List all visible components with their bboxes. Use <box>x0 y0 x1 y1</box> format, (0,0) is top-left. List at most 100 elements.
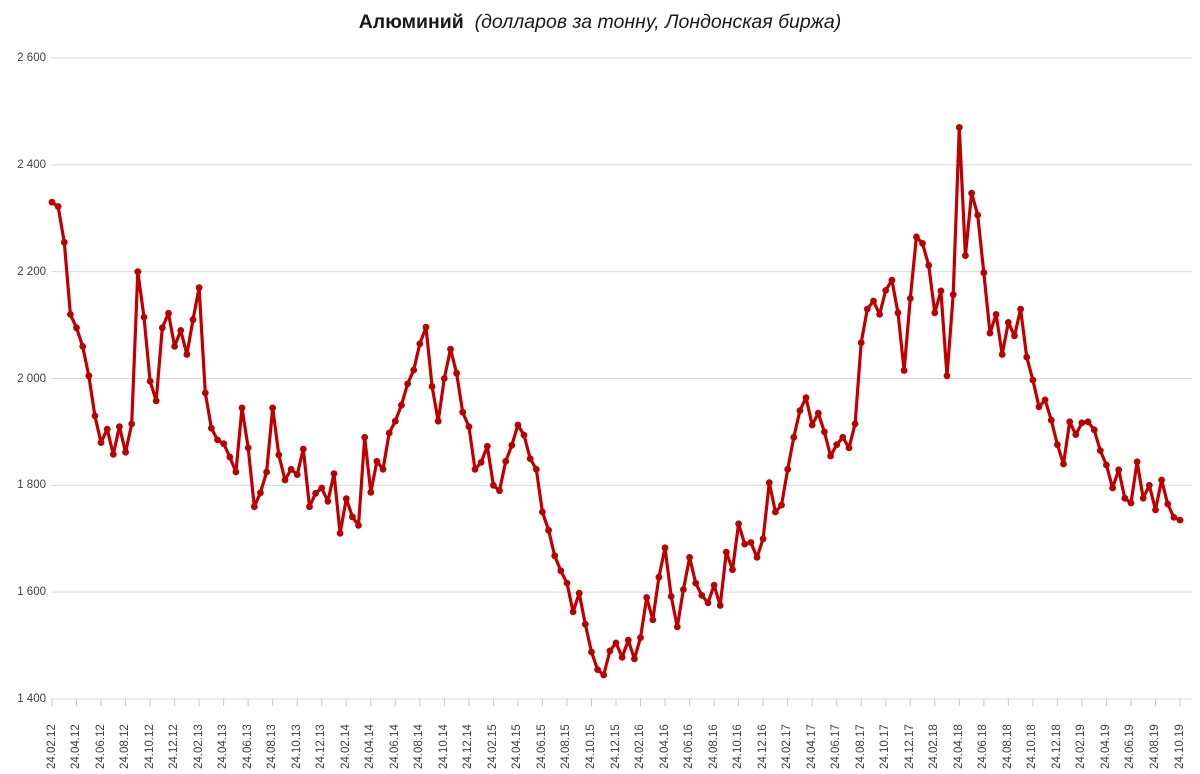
x-axis-label: 24.06.15 <box>535 724 548 769</box>
data-point-marker <box>765 479 773 487</box>
data-point-marker <box>680 586 687 593</box>
data-point-marker <box>532 465 540 473</box>
y-axis-label: 1 800 <box>17 479 46 492</box>
data-point-marker <box>992 311 1000 318</box>
data-point-marker <box>299 445 307 453</box>
data-point-marker <box>913 233 920 241</box>
x-axis-label: 24.08.14 <box>413 724 426 769</box>
data-point-marker <box>440 375 448 382</box>
data-point-marker <box>772 508 779 516</box>
data-point-marker <box>1029 376 1037 384</box>
data-point-marker <box>649 616 657 624</box>
data-point-marker <box>631 655 638 663</box>
data-point-marker <box>1133 458 1141 466</box>
data-point-marker <box>551 552 559 560</box>
data-point-marker <box>955 124 963 131</box>
data-point-marker <box>1054 441 1061 449</box>
data-point-marker <box>833 441 841 449</box>
x-axis-label: 24.10.13 <box>290 724 303 769</box>
data-point-marker <box>526 455 534 462</box>
x-axis-label: 24.08.16 <box>707 724 720 769</box>
data-point-marker <box>986 329 994 337</box>
data-point-marker <box>342 495 350 503</box>
data-point-marker <box>612 639 620 647</box>
y-axis-label: 1 400 <box>17 693 46 705</box>
x-axis-label: 24.06.12 <box>94 724 107 769</box>
data-point-marker <box>520 431 528 439</box>
data-point-marker <box>710 581 718 589</box>
data-point-marker <box>827 452 834 460</box>
data-point-marker <box>851 420 859 428</box>
x-axis-label: 24.06.14 <box>388 724 401 769</box>
data-point-marker <box>637 634 644 641</box>
y-axis-label: 2 400 <box>17 158 46 171</box>
data-point-marker <box>1066 418 1074 426</box>
data-point-marker <box>857 339 865 347</box>
data-point-marker <box>355 522 362 529</box>
x-axis-label: 24.12.13 <box>315 724 328 769</box>
data-point-marker <box>802 394 810 402</box>
x-axis-label: 24.02.16 <box>634 724 647 769</box>
x-axis-label: 24.08.15 <box>560 724 573 769</box>
data-point-marker <box>557 567 565 575</box>
data-point-marker <box>459 408 467 416</box>
data-point-marker <box>128 420 136 428</box>
data-point-marker <box>753 554 761 561</box>
data-point-marker <box>698 592 706 599</box>
data-point-marker <box>116 423 123 430</box>
x-axis-label: 24.04.12 <box>70 724 83 769</box>
data-point-marker <box>1023 353 1031 361</box>
data-point-marker <box>943 372 951 380</box>
data-point-marker <box>73 324 80 332</box>
x-axis-label: 24.08.12 <box>119 724 132 769</box>
data-point-marker <box>312 489 319 497</box>
data-point-marker <box>214 436 221 444</box>
data-point-marker <box>1060 460 1067 468</box>
data-point-marker <box>422 323 430 331</box>
data-point-marker <box>1127 499 1135 507</box>
data-point-marker <box>949 291 957 298</box>
data-point-marker <box>575 589 583 597</box>
data-point-marker <box>870 297 877 305</box>
data-point-marker <box>882 287 890 294</box>
data-point-marker <box>269 404 277 412</box>
data-point-marker <box>502 457 510 465</box>
x-axis-label: 24.12.18 <box>1050 724 1063 769</box>
data-point-marker <box>226 453 234 461</box>
x-axis-label: 24.02.19 <box>1075 724 1088 769</box>
data-point-marker <box>109 451 117 458</box>
data-point-marker <box>471 465 479 473</box>
data-point-marker <box>655 573 663 581</box>
data-point-marker <box>60 238 68 246</box>
x-axis-label: 24.02.14 <box>339 724 352 769</box>
data-point-marker <box>925 261 933 269</box>
data-point-marker <box>67 311 74 318</box>
data-point-marker <box>367 488 375 496</box>
data-point-marker <box>1170 514 1178 521</box>
data-point-marker <box>189 316 197 324</box>
data-point-marker <box>1011 332 1018 340</box>
data-point-marker <box>876 311 883 318</box>
data-point-marker <box>673 623 681 631</box>
x-axis-label: 24.02.18 <box>928 724 941 769</box>
data-point-marker <box>201 389 209 397</box>
x-axis-label: 24.06.17 <box>830 724 843 769</box>
data-point-marker <box>287 465 295 473</box>
data-point-marker <box>722 548 730 556</box>
data-point-marker <box>1139 494 1147 502</box>
data-point-marker <box>349 513 356 521</box>
data-point-marker <box>900 367 908 374</box>
data-point-marker <box>330 470 338 477</box>
data-point-marker <box>1145 481 1153 489</box>
data-point-marker <box>808 421 816 429</box>
data-point-marker <box>686 554 693 561</box>
x-axis-label: 24.08.17 <box>854 724 867 769</box>
data-point-marker <box>410 366 418 374</box>
chart-title: Алюминий (долларов за тонну, Лондонская … <box>0 9 1200 35</box>
x-axis-label: 24.06.13 <box>241 724 254 769</box>
data-point-marker <box>514 421 522 429</box>
data-point-marker <box>545 526 552 534</box>
x-axis-label: 24.08.19 <box>1148 724 1161 769</box>
data-point-marker <box>796 407 804 414</box>
